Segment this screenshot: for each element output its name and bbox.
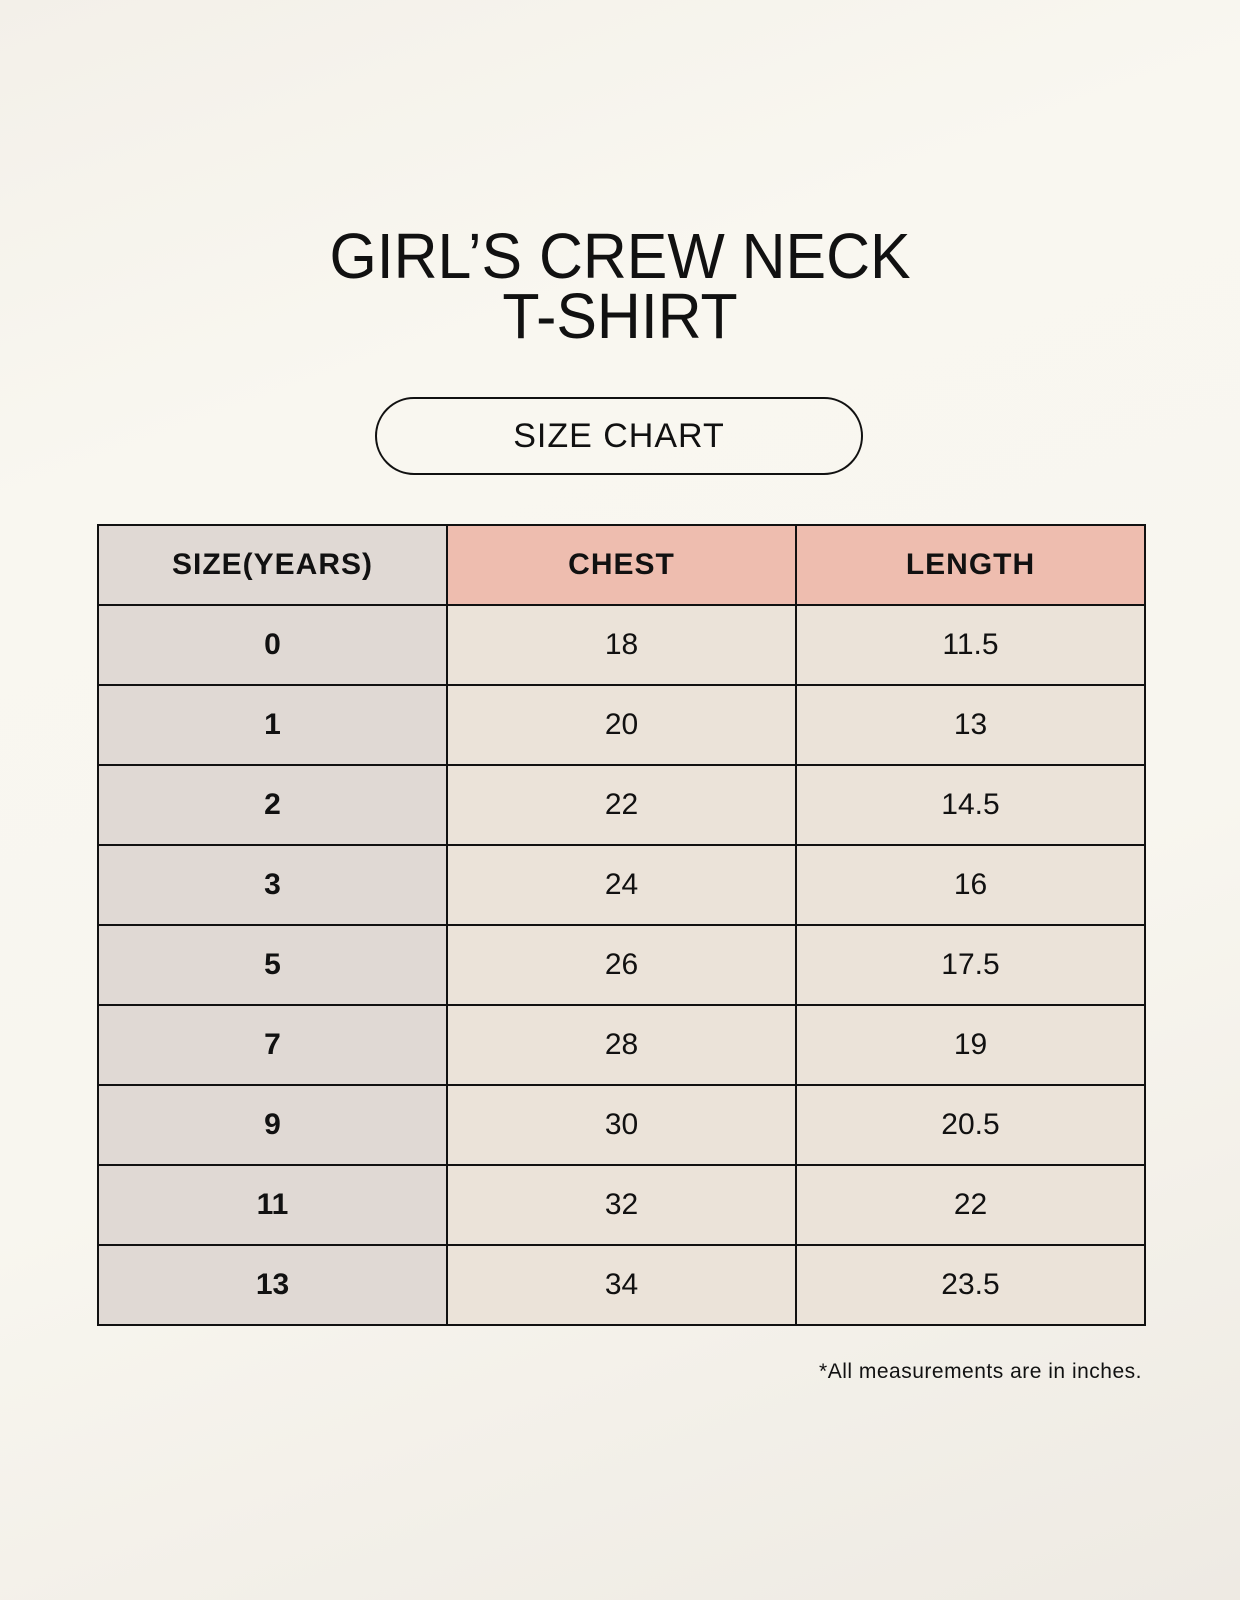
length-cell: 22 bbox=[795, 1164, 1146, 1246]
length-cell: 14.5 bbox=[795, 764, 1146, 846]
chest-cell: 34 bbox=[446, 1244, 797, 1326]
size-cell: 13 bbox=[97, 1244, 448, 1326]
size-cell: 7 bbox=[97, 1004, 448, 1086]
size-cell: 11 bbox=[97, 1164, 448, 1246]
table-row: 13 34 23.5 bbox=[97, 1244, 1146, 1326]
header-length: LENGTH bbox=[795, 524, 1146, 606]
length-cell: 16 bbox=[795, 844, 1146, 926]
size-table: SIZE(YEARS) CHEST LENGTH 0 18 11.5 1 20 13 2 22… bbox=[97, 524, 1146, 1326]
size-chart-badge: SIZE CHART bbox=[375, 397, 863, 475]
table-row: 9 30 20.5 bbox=[97, 1084, 1146, 1166]
title-line-2: T-SHIRT bbox=[502, 280, 738, 352]
length-cell: 11.5 bbox=[795, 604, 1146, 686]
length-cell: 20.5 bbox=[795, 1084, 1146, 1166]
size-cell: 5 bbox=[97, 924, 448, 1006]
chest-cell: 24 bbox=[446, 844, 797, 926]
table-row: 1 20 13 bbox=[97, 684, 1146, 766]
size-cell: 0 bbox=[97, 604, 448, 686]
chest-cell: 18 bbox=[446, 604, 797, 686]
chest-cell: 26 bbox=[446, 924, 797, 1006]
table-row: 0 18 11.5 bbox=[97, 604, 1146, 686]
length-cell: 19 bbox=[795, 1004, 1146, 1086]
table-row: 2 22 14.5 bbox=[97, 764, 1146, 846]
measurement-note: *All measurements are in inches. bbox=[819, 1360, 1142, 1383]
table-header-row: SIZE(YEARS) CHEST LENGTH bbox=[97, 524, 1146, 606]
size-cell: 2 bbox=[97, 764, 448, 846]
size-cell: 1 bbox=[97, 684, 448, 766]
chest-cell: 32 bbox=[446, 1164, 797, 1246]
chest-cell: 22 bbox=[446, 764, 797, 846]
chest-cell: 30 bbox=[446, 1084, 797, 1166]
page-title: GIRL’S CREW NECK T-SHIRT bbox=[31, 220, 1209, 352]
chest-cell: 28 bbox=[446, 1004, 797, 1086]
length-cell: 17.5 bbox=[795, 924, 1146, 1006]
length-cell: 13 bbox=[795, 684, 1146, 766]
table-row: 5 26 17.5 bbox=[97, 924, 1146, 1006]
header-chest: CHEST bbox=[446, 524, 797, 606]
table-row: 11 32 22 bbox=[97, 1164, 1146, 1246]
table-row: 3 24 16 bbox=[97, 844, 1146, 926]
header-size: SIZE(YEARS) bbox=[97, 524, 448, 606]
table-row: 7 28 19 bbox=[97, 1004, 1146, 1086]
length-cell: 23.5 bbox=[795, 1244, 1146, 1326]
size-cell: 9 bbox=[97, 1084, 448, 1166]
title-line-1: GIRL’S CREW NECK bbox=[329, 220, 911, 292]
size-cell: 3 bbox=[97, 844, 448, 926]
chest-cell: 20 bbox=[446, 684, 797, 766]
